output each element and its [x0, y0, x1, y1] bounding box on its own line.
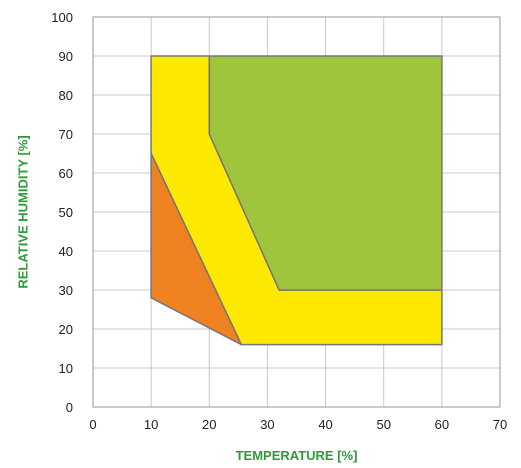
y-tick-labels: 0 10 20 30 40 50 60 70 80 90 100 — [51, 10, 73, 415]
x-tick-label-3: 30 — [260, 417, 274, 432]
y-tick-label-9: 90 — [59, 49, 73, 64]
y-tick-label-4: 40 — [59, 244, 73, 259]
y-tick-label-2: 20 — [59, 322, 73, 337]
x-tick-labels: 0 10 20 30 40 50 60 70 — [89, 417, 507, 432]
plot-frame — [92, 16, 501, 408]
regions-layer — [150, 55, 443, 346]
x-tick-label-7: 70 — [493, 417, 507, 432]
y-tick-label-7: 70 — [59, 127, 73, 142]
x-tick-label-5: 50 — [376, 417, 390, 432]
y-tick-label-5: 50 — [59, 205, 73, 220]
y-tick-label-1: 10 — [59, 361, 73, 376]
x-tick-label-0: 0 — [89, 417, 96, 432]
y-axis-title: RELATIVE HUMIDITY [%] — [15, 135, 30, 288]
y-tick-label-10: 100 — [51, 10, 73, 25]
x-tick-label-6: 60 — [435, 417, 449, 432]
x-tick-label-1: 10 — [144, 417, 158, 432]
y-tick-label-6: 60 — [59, 166, 73, 181]
region-1 — [208, 55, 443, 291]
x-tick-label-4: 40 — [318, 417, 332, 432]
region-2 — [150, 152, 243, 346]
y-tick-label-8: 80 — [59, 88, 73, 103]
x-tick-label-2: 20 — [202, 417, 216, 432]
y-tick-label-3: 30 — [59, 283, 73, 298]
y-tick-label-0: 0 — [66, 400, 73, 415]
x-axis-title: TEMPERATURE [%] — [236, 448, 358, 463]
